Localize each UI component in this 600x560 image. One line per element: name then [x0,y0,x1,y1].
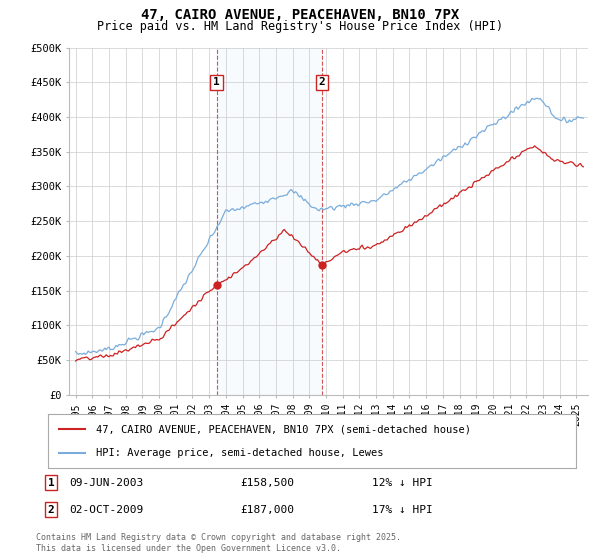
Text: 2: 2 [319,77,325,87]
Text: 02-OCT-2009: 02-OCT-2009 [69,505,143,515]
Text: Contains HM Land Registry data © Crown copyright and database right 2025.
This d: Contains HM Land Registry data © Crown c… [36,533,401,553]
Text: 2: 2 [47,505,55,515]
Bar [217,48,322,395]
Text: 47, CAIRO AVENUE, PEACEHAVEN, BN10 7PX (semi-detached house): 47, CAIRO AVENUE, PEACEHAVEN, BN10 7PX (… [95,424,470,435]
Text: 47, CAIRO AVENUE, PEACEHAVEN, BN10 7PX: 47, CAIRO AVENUE, PEACEHAVEN, BN10 7PX [141,8,459,22]
Text: 17% ↓ HPI: 17% ↓ HPI [372,505,433,515]
Text: £187,000: £187,000 [240,505,294,515]
Text: 1: 1 [47,478,55,488]
Text: £158,500: £158,500 [240,478,294,488]
Text: 1: 1 [213,77,220,87]
Text: 09-JUN-2003: 09-JUN-2003 [69,478,143,488]
Text: 12% ↓ HPI: 12% ↓ HPI [372,478,433,488]
Text: HPI: Average price, semi-detached house, Lewes: HPI: Average price, semi-detached house,… [95,447,383,458]
Text: Price paid vs. HM Land Registry's House Price Index (HPI): Price paid vs. HM Land Registry's House … [97,20,503,33]
